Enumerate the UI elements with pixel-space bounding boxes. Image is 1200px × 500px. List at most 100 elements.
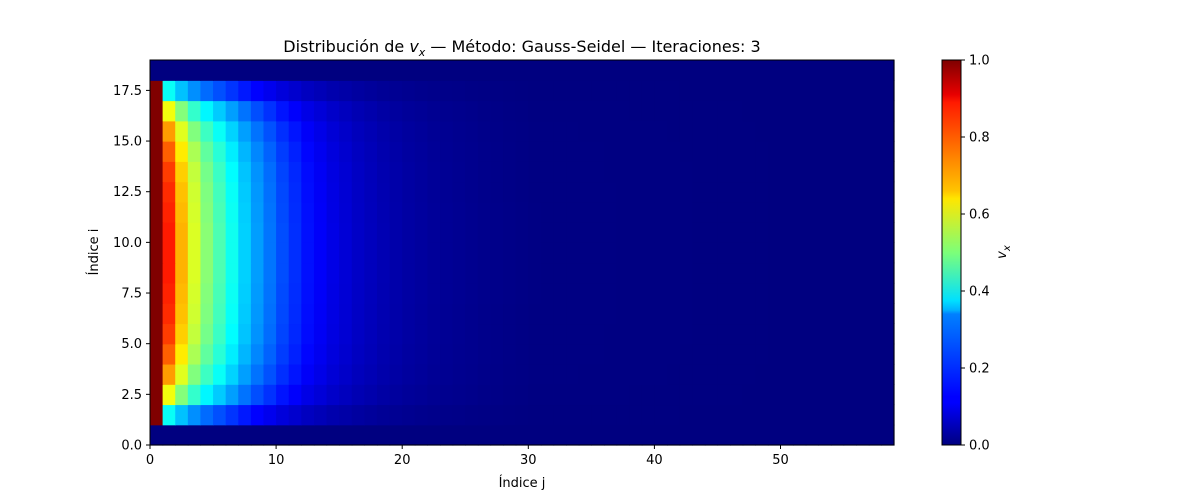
heatmap-cell <box>187 282 202 304</box>
heatmap-cell <box>200 424 214 446</box>
heatmap-cell <box>742 384 756 406</box>
heatmap-cell <box>830 363 845 385</box>
heatmap-cell <box>263 343 277 365</box>
heatmap-cell <box>540 384 555 406</box>
heatmap-cell <box>238 120 252 142</box>
heatmap-cell <box>440 120 454 142</box>
heatmap-cell <box>213 141 227 162</box>
heatmap-cell <box>755 60 769 81</box>
heatmap-cell <box>427 262 441 284</box>
heatmap-cell <box>868 222 882 243</box>
heatmap-cell <box>150 343 164 365</box>
heatmap-cell <box>528 384 542 406</box>
heatmap-cell <box>490 120 504 142</box>
heatmap-cell <box>667 201 681 223</box>
heatmap-cell <box>679 262 693 284</box>
heatmap-cell <box>868 404 882 426</box>
heatmap-cell <box>263 424 277 446</box>
heatmap-cell <box>742 141 756 162</box>
heatmap-cell <box>843 120 857 142</box>
heatmap-cell <box>263 242 277 264</box>
heatmap-cell <box>767 141 782 162</box>
heatmap-cell <box>175 282 189 304</box>
heatmap-cell <box>351 384 365 406</box>
heatmap-cell <box>692 343 706 365</box>
heatmap-cell <box>414 60 429 81</box>
heatmap-cell <box>326 141 340 162</box>
heatmap-cell <box>440 323 454 345</box>
heatmap-cell <box>250 242 265 264</box>
heatmap-cell <box>490 201 504 223</box>
heatmap-cell <box>540 282 555 304</box>
heatmap-cell <box>288 363 302 385</box>
heatmap-cell <box>603 424 618 446</box>
heatmap-cell <box>440 262 454 284</box>
heatmap-cell <box>818 343 832 365</box>
heatmap-cell <box>452 141 466 162</box>
heatmap-cell <box>389 404 403 426</box>
heatmap-cell <box>162 161 176 183</box>
heatmap-cell <box>654 100 668 122</box>
heatmap-cell <box>162 80 176 102</box>
heatmap-cell <box>376 120 391 142</box>
heatmap-cell <box>654 424 668 446</box>
heatmap-cell <box>805 100 819 122</box>
heatmap-cell <box>641 323 656 345</box>
heatmap-cell <box>225 201 239 223</box>
heatmap-cell <box>830 404 845 426</box>
heatmap-cell <box>528 80 542 102</box>
heatmap-cell <box>389 161 403 183</box>
heatmap-cell <box>553 343 567 365</box>
heatmap-cell <box>503 384 517 406</box>
heatmap-cell <box>313 323 328 345</box>
heatmap-cell <box>414 222 429 243</box>
heatmap-cell <box>250 363 265 385</box>
heatmap-cell <box>578 161 592 183</box>
heatmap-cell <box>856 384 870 406</box>
heatmap-cell <box>402 343 416 365</box>
heatmap-cell <box>578 222 592 243</box>
heatmap-cell <box>553 201 567 223</box>
heatmap-cell <box>843 242 857 264</box>
heatmap-cell <box>162 262 176 284</box>
heatmap-cell <box>427 80 441 102</box>
heatmap-cell <box>326 161 340 183</box>
heatmap-cell <box>553 404 567 426</box>
heatmap-cell <box>351 161 365 183</box>
heatmap-cell <box>477 262 492 284</box>
heatmap-cell <box>351 80 365 102</box>
heatmap-cell <box>452 343 466 365</box>
heatmap-cell <box>490 282 504 304</box>
heatmap-cell <box>553 161 567 183</box>
heatmap-cell <box>578 242 592 264</box>
heatmap-cell <box>427 120 441 142</box>
heatmap-cell <box>490 80 504 102</box>
heatmap-cell <box>225 80 239 102</box>
heatmap-cell <box>301 343 315 365</box>
heatmap-cell <box>730 262 744 284</box>
heatmap-cell <box>717 222 731 243</box>
heatmap-cell <box>830 141 845 162</box>
heatmap-cell <box>175 100 189 122</box>
heatmap-cell <box>376 181 391 203</box>
heatmap-cell <box>187 201 202 223</box>
heatmap-cell <box>730 404 744 426</box>
heatmap-cell <box>515 161 529 183</box>
heatmap-cell <box>213 181 227 203</box>
heatmap-cell <box>263 282 277 304</box>
heatmap-cell <box>376 384 391 406</box>
heatmap-cell <box>591 120 605 142</box>
heatmap-cell <box>301 222 315 243</box>
heatmap-cell <box>200 100 214 122</box>
heatmap-cell <box>288 120 302 142</box>
heatmap-cell <box>162 181 176 203</box>
heatmap-cell <box>528 181 542 203</box>
heatmap-cell <box>667 161 681 183</box>
heatmap-cell <box>830 80 845 102</box>
heatmap-cell <box>629 404 643 426</box>
heatmap-cell <box>276 242 290 264</box>
heatmap-cell <box>566 100 580 122</box>
heatmap-cell <box>742 60 756 81</box>
heatmap-cell <box>200 161 214 183</box>
heatmap-cell <box>288 222 302 243</box>
